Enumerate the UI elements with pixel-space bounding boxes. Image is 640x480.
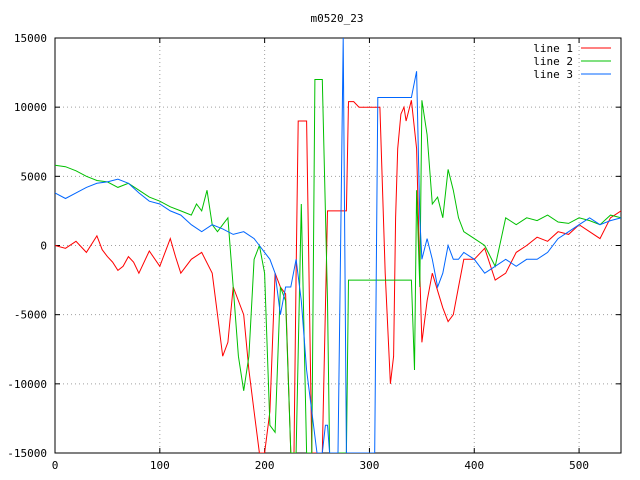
x-tick-label: 0 bbox=[52, 459, 59, 472]
y-tick-label: -10000 bbox=[7, 378, 47, 391]
x-tick-label: 100 bbox=[150, 459, 170, 472]
x-tick-label: 400 bbox=[464, 459, 484, 472]
legend-label-3: line 3 bbox=[533, 68, 573, 81]
y-tick-label: -15000 bbox=[7, 447, 47, 460]
legend-label-1: line 1 bbox=[533, 42, 573, 55]
y-tick-label: 10000 bbox=[14, 101, 47, 114]
x-tick-label: 200 bbox=[255, 459, 275, 472]
series-lines bbox=[55, 38, 621, 453]
series-line-2 bbox=[55, 79, 621, 453]
grid bbox=[55, 38, 621, 453]
axis-ticks: 0 100 200 300 400 500 -15000 -10000 -5000 0 5000 10… bbox=[7, 32, 621, 472]
x-tick-label: 300 bbox=[360, 459, 380, 472]
y-tick-label: -5000 bbox=[14, 309, 47, 322]
chart-title: m0520_23 bbox=[311, 12, 364, 25]
y-tick-label: 0 bbox=[40, 240, 47, 253]
legend-label-2: line 2 bbox=[533, 55, 573, 68]
series-line-1 bbox=[55, 100, 621, 453]
series-line-3 bbox=[55, 38, 621, 453]
x-tick-label: 500 bbox=[569, 459, 589, 472]
y-tick-label: 5000 bbox=[21, 170, 48, 183]
y-tick-label: 15000 bbox=[14, 32, 47, 45]
